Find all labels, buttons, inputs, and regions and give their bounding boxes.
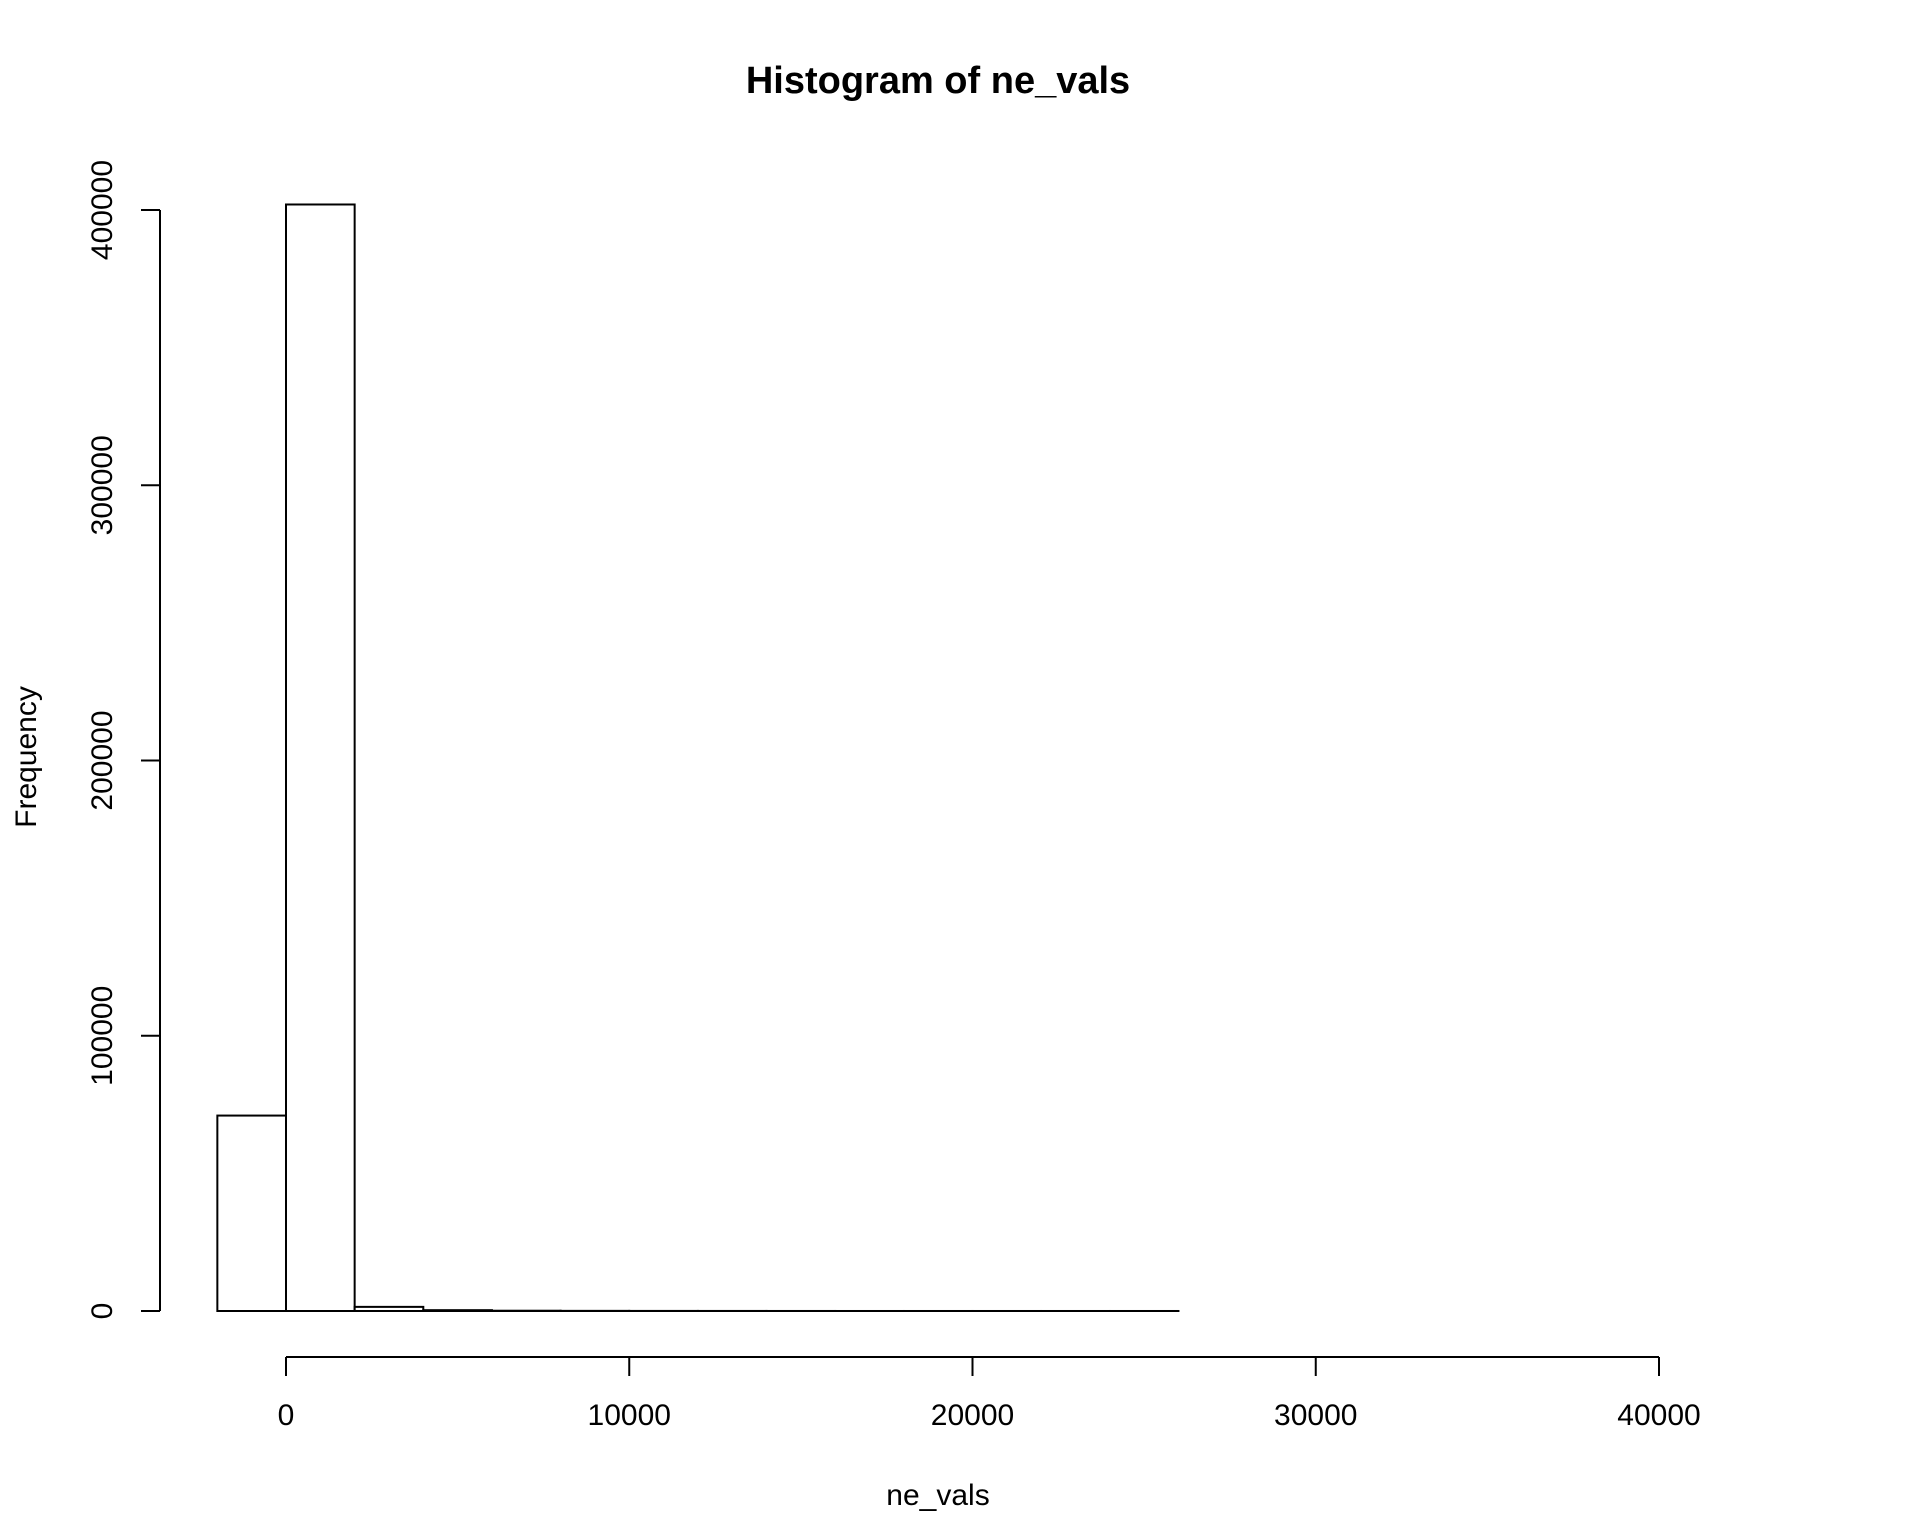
histogram-bars [216, 203, 1180, 1313]
histogram-bar-2 [353, 1305, 425, 1312]
y-axis-label: Frequency [10, 686, 43, 828]
y-tick-label: 200000 [86, 710, 119, 810]
y-tick-label: 0 [86, 1303, 119, 1320]
x-tick-label: 30000 [1274, 1399, 1357, 1432]
histogram-bar-3 [422, 1309, 493, 1313]
y-tick-label: 400000 [86, 160, 119, 260]
y-axis: 0 100000 200000 300000 400000 [86, 160, 161, 1320]
x-tick-label: 40000 [1617, 1399, 1700, 1432]
x-tick-label: 20000 [931, 1399, 1014, 1432]
x-tick-label: 0 [278, 1399, 295, 1432]
histogram-bar-0 [216, 1114, 288, 1312]
chart-title: Histogram of ne_vals [746, 60, 1130, 102]
x-axis: 0 10000 20000 30000 40000 [278, 1356, 1701, 1432]
y-tick-label: 100000 [86, 986, 119, 1086]
histogram-bar-1 [285, 203, 356, 1313]
x-tick-label: 10000 [588, 1399, 671, 1432]
y-tick-label: 300000 [86, 435, 119, 535]
x-axis-label: ne_vals [886, 1479, 989, 1512]
